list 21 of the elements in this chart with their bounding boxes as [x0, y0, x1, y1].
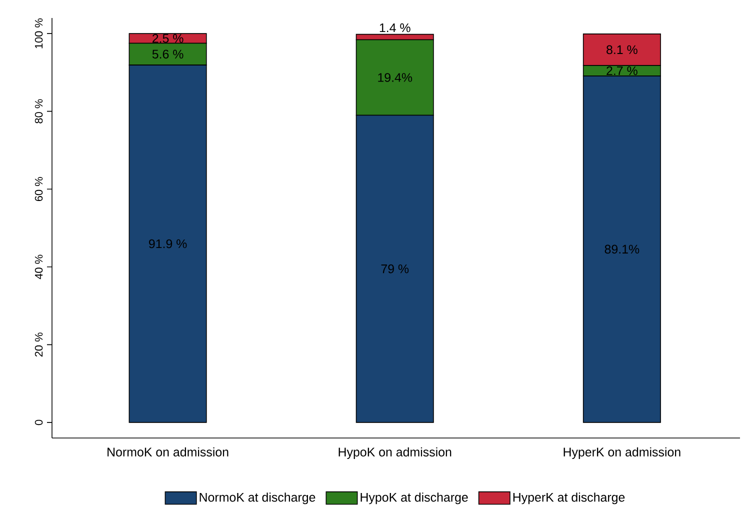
- y-tick-label: 100 %: [34, 18, 43, 48]
- data-label: 19.4%: [378, 73, 412, 82]
- data-label: 8.1 %: [606, 45, 638, 54]
- y-tick-label: 60 %: [34, 177, 43, 202]
- data-label: 79 %: [381, 264, 409, 274]
- y-tick-label: 80 %: [34, 99, 43, 124]
- data-label: 89.1%: [604, 244, 640, 254]
- x-tick-label: HypoK on admission: [338, 447, 452, 459]
- x-tick-label: NormoK on admission: [108, 447, 228, 456]
- data-label: 2.7 %: [606, 66, 638, 76]
- data-label: 1.4 %: [380, 23, 410, 32]
- y-tick-label: 0: [34, 420, 43, 426]
- legend-label: NormoK at discharge: [200, 492, 316, 504]
- data-label: 2.5 %: [152, 34, 184, 43]
- legend-label: HypoK at discharge: [360, 492, 468, 504]
- y-tick-label: 20 %: [34, 332, 43, 357]
- legend-label: HyperK at discharge: [513, 492, 625, 504]
- x-tick-label: HyperK on admission: [564, 447, 680, 459]
- data-label: 5.6 %: [152, 50, 184, 59]
- y-tick-label: 40 %: [34, 254, 43, 280]
- data-label: 91.9 %: [148, 239, 187, 248]
